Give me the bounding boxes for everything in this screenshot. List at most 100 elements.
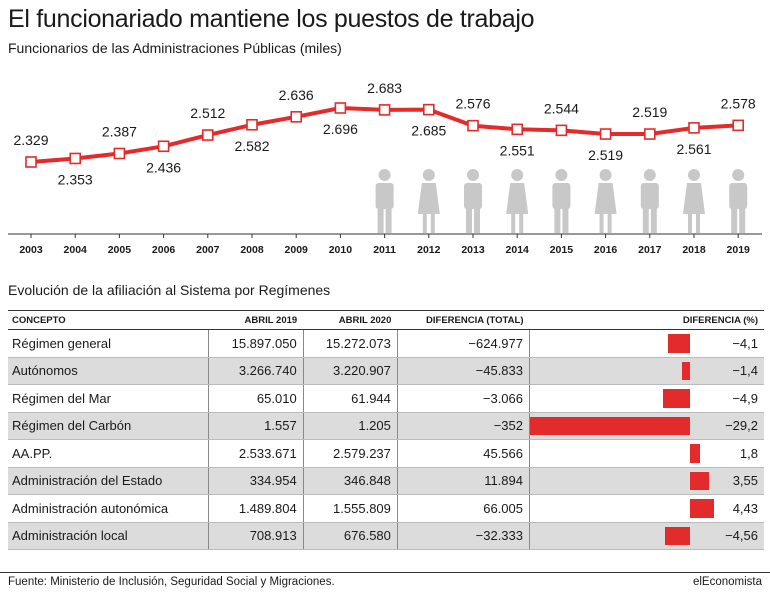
cell-abril-2020: 1.205 <box>302 412 398 440</box>
cell-concepto: Régimen general <box>8 329 209 358</box>
cell-diferencia-pct: −29,2 <box>700 412 764 440</box>
cell-abril-2019: 2.533.671 <box>208 439 304 468</box>
person-icon <box>506 169 529 233</box>
source-note: Fuente: Ministerio de Inclusión, Segurid… <box>8 576 335 588</box>
cell-concepto: Administración del Estado <box>8 467 209 495</box>
person-icon <box>594 169 617 233</box>
table-row: Régimen general 15.897.050 15.272.073 −624.… <box>8 329 764 358</box>
x-tick-label: 2011 <box>373 244 396 256</box>
x-ticks: 2003 2004 2005 2006 2007 2008 2009 2010 2011 2012… <box>19 234 750 256</box>
cell-abril-2019: 15.897.050 <box>208 329 304 358</box>
person-icon <box>552 169 571 233</box>
data-point <box>555 124 568 137</box>
x-tick-label: 2007 <box>196 244 220 256</box>
x-tick-label: 2006 <box>152 244 176 256</box>
cell-diferencia-total: 66.005 <box>396 494 530 523</box>
x-tick-label: 2014 <box>506 244 530 256</box>
data-labels: 2.329 2.353 2.387 2.436 2.512 2.582 2.636 2.696… <box>13 80 755 188</box>
pct-bar <box>682 361 690 380</box>
header-diferencia-pct: DIFERENCIA (%) <box>529 310 764 330</box>
cell-bar <box>529 467 710 495</box>
cell-abril-2019: 708.913 <box>208 522 304 550</box>
pct-bar <box>690 471 710 490</box>
cell-concepto: Autónomos <box>8 357 209 385</box>
table-title: Evolución de la afiliación al Sistema po… <box>8 282 331 298</box>
pct-bar <box>690 499 715 518</box>
cell-bar <box>529 439 700 468</box>
cell-diferencia-total: −45.833 <box>396 357 530 385</box>
affiliation-table: CONCEPTO ABRIL 2019 ABRIL 2020 DIFERENCI… <box>8 310 764 550</box>
cell-diferencia-total: 11.894 <box>396 467 530 495</box>
cell-abril-2020: 61.944 <box>302 384 398 413</box>
data-label: 2.582 <box>234 138 269 154</box>
series-points <box>25 102 745 168</box>
chart-subtitle: Funcionarios de las Administraciones Púb… <box>8 40 342 56</box>
cell-abril-2020: 346.848 <box>302 467 398 495</box>
pct-bar <box>665 526 690 545</box>
header-concepto: CONCEPTO <box>8 310 209 330</box>
x-tick-label: 2004 <box>64 244 88 256</box>
x-tick-label: 2010 <box>329 244 353 256</box>
x-tick-label: 2019 <box>727 244 751 256</box>
data-label: 2.576 <box>455 96 490 112</box>
cell-abril-2020: 2.579.237 <box>302 439 398 468</box>
data-label: 2.578 <box>721 95 756 111</box>
footer-divider <box>0 572 770 573</box>
table-row: Autónomos 3.266.740 3.220.907 −45.833 −1,4 <box>8 357 764 385</box>
person-icon <box>375 169 394 233</box>
person-icon <box>683 169 705 233</box>
data-point <box>290 111 303 123</box>
person-icon <box>464 169 482 233</box>
x-tick-label: 2016 <box>594 244 618 256</box>
data-label: 2.387 <box>102 123 137 139</box>
x-tick-label: 2013 <box>461 244 485 256</box>
data-point <box>467 119 479 132</box>
data-label: 2.636 <box>279 87 314 103</box>
cell-bar <box>529 522 700 550</box>
x-tick-label: 2008 <box>240 244 264 256</box>
cell-bar <box>529 494 715 523</box>
table-header-row: CONCEPTO ABRIL 2019 ABRIL 2020 DIFERENCI… <box>8 310 764 330</box>
cell-concepto: Administración local <box>8 522 209 550</box>
data-point <box>69 152 81 165</box>
cell-diferencia-pct: −4,9 <box>700 384 764 413</box>
figures-group <box>375 169 748 233</box>
data-point <box>246 118 258 131</box>
pct-bar <box>530 416 690 435</box>
data-point <box>422 103 435 116</box>
cell-diferencia-total: −3.066 <box>396 384 530 413</box>
person-icon <box>640 169 659 233</box>
x-tick-label: 2012 <box>417 244 441 256</box>
cell-concepto: AA.PP. <box>8 439 209 468</box>
cell-bar <box>529 329 700 358</box>
x-tick-label: 2009 <box>285 244 309 256</box>
cell-diferencia-pct: 1,8 <box>700 439 764 468</box>
pct-bar <box>663 389 690 408</box>
data-label: 2.683 <box>367 80 402 96</box>
x-tick-label: 2003 <box>19 244 43 256</box>
table-row: Régimen del Carbón 1.557 1.205 −352 −29,2 <box>8 412 764 440</box>
cell-abril-2019: 3.266.740 <box>208 357 304 385</box>
cell-abril-2019: 334.954 <box>208 467 304 495</box>
data-label: 2.329 <box>13 132 48 148</box>
x-tick-label: 2015 <box>550 244 574 256</box>
pct-bar <box>690 444 700 463</box>
pct-bar <box>667 334 690 353</box>
data-label: 2.551 <box>500 142 535 158</box>
cell-diferencia-pct: 3,55 <box>700 467 764 495</box>
brand-logo-text: elEconomista <box>692 576 762 588</box>
cell-bar <box>529 357 700 385</box>
data-point <box>732 119 745 132</box>
table-row: Administración del Estado 334.954 346.848 1… <box>8 467 764 495</box>
header-abril-2020: ABRIL 2020 <box>303 310 398 330</box>
cell-abril-2020: 3.220.907 <box>302 357 398 385</box>
person-icon <box>729 169 748 233</box>
cell-concepto: Régimen del Mar <box>8 384 209 413</box>
cell-bar <box>529 384 700 413</box>
data-label: 2.519 <box>632 104 667 120</box>
page-title: El funcionariado mantiene los puestos de… <box>8 5 535 33</box>
data-point <box>688 122 700 134</box>
cell-concepto: Administración autonómica <box>8 494 209 523</box>
table-row: AA.PP. 2.533.671 2.579.237 45.566 1,8 <box>8 439 764 468</box>
x-tick-label: 2005 <box>108 244 132 256</box>
